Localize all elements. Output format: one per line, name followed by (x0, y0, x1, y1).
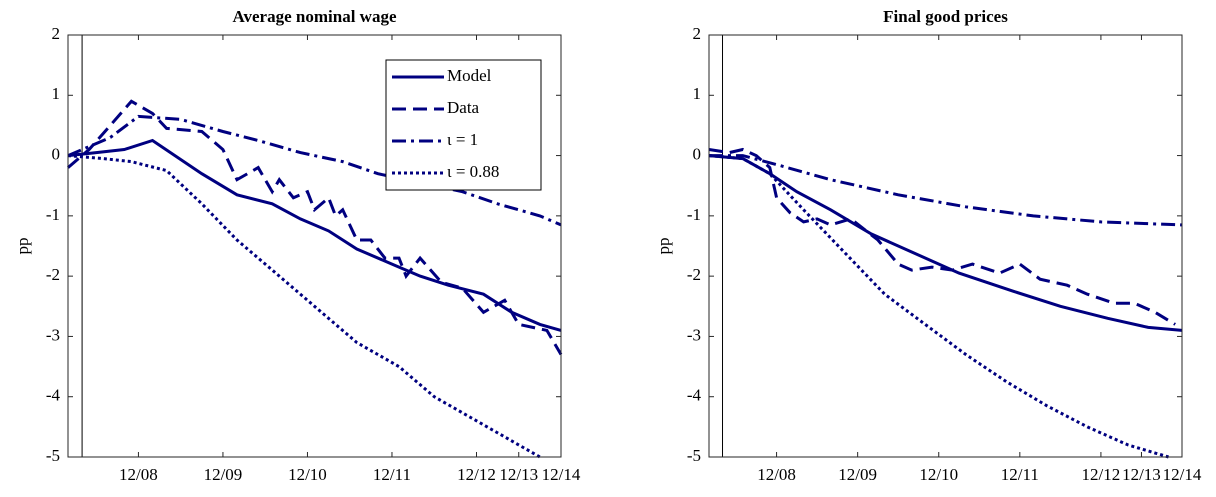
x-tick-label: 12/14 (1163, 465, 1202, 484)
x-tick-label: 12/12 (1082, 465, 1121, 484)
x-tick-label: 12/11 (1001, 465, 1039, 484)
legend-label: ι = 0.88 (447, 162, 499, 181)
x-tick-label: 12/14 (542, 465, 581, 484)
x-tick-label: 12/09 (204, 465, 243, 484)
x-tick-label: 12/11 (373, 465, 411, 484)
y-tick-label: -2 (46, 265, 60, 284)
y-tick-label: -1 (687, 205, 701, 224)
chart-title: Final good prices (883, 7, 1008, 26)
x-tick-label: 12/08 (757, 465, 796, 484)
legend-box (385, 59, 542, 191)
y-tick-label: -4 (46, 386, 61, 405)
series-line (67, 138, 562, 332)
x-tick-label: 12/12 (457, 465, 496, 484)
y-tick-label: -3 (46, 325, 60, 344)
y-tick-label: -1 (46, 205, 60, 224)
y-tick-label: -3 (687, 325, 701, 344)
y-tick-label: 2 (693, 24, 702, 43)
y-tick-label: 1 (693, 84, 702, 103)
x-tick-label: 12/13 (1122, 465, 1161, 484)
x-tick-label: 12/10 (919, 465, 958, 484)
y-tick-label: 0 (693, 144, 702, 163)
chart-title: Average nominal wage (233, 7, 397, 26)
series-line (67, 99, 563, 356)
x-tick-label: 12/08 (119, 465, 158, 484)
x-tick-label: 12/13 (499, 465, 538, 484)
legend-label: Data (447, 98, 480, 117)
y-tick-label: -5 (687, 446, 701, 465)
legend-label: ι = 1 (447, 130, 478, 149)
series-line (708, 154, 1183, 332)
y-tick-label: 1 (52, 84, 61, 103)
x-tick-label: 12/10 (288, 465, 327, 484)
y-tick-label: -2 (687, 265, 701, 284)
series-line (67, 154, 541, 459)
legend-label: Model (447, 66, 492, 85)
series-line (709, 154, 1183, 227)
axes-box (67, 34, 562, 458)
y-tick-label: 0 (52, 144, 61, 163)
y-tick-label: -5 (46, 446, 60, 465)
y-axis-label: pp (13, 238, 32, 255)
axes-box (708, 34, 1183, 458)
series-line (708, 154, 1169, 459)
x-tick-label: 12/09 (838, 465, 877, 484)
y-tick-label: 2 (52, 24, 61, 43)
y-tick-label: -4 (687, 386, 702, 405)
series-line (67, 114, 562, 227)
series-line (708, 147, 1176, 326)
y-axis-label: pp (654, 238, 673, 255)
